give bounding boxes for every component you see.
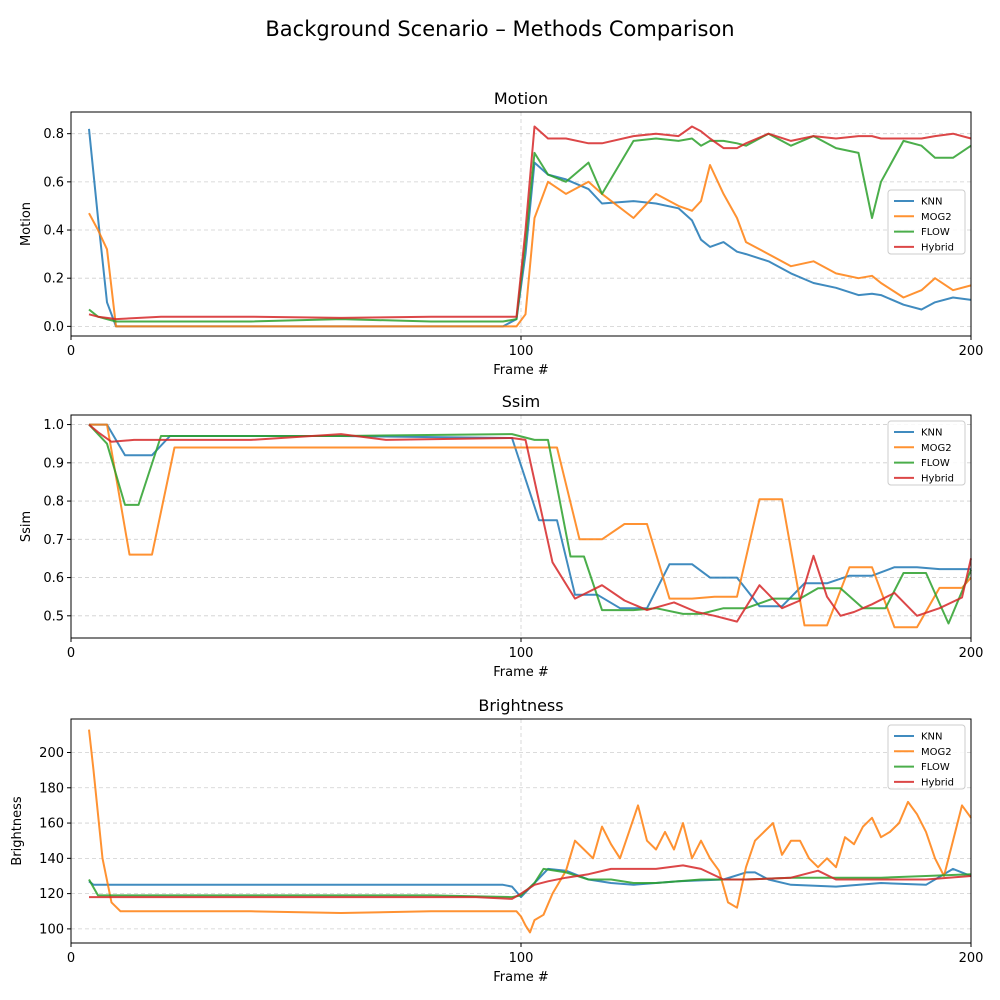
series-line-mog2: [88, 729, 972, 934]
series-line-flow: [88, 132, 972, 323]
legend-label-knn: KNN: [921, 732, 943, 743]
x-tick-label: 200: [959, 344, 984, 359]
x-tick-label: 0: [67, 951, 75, 966]
y-tick-label: 0.8: [43, 127, 64, 142]
legend-label-knn: KNN: [921, 197, 943, 208]
series-line-flow: [88, 867, 972, 899]
legend-label-flow: FLOW: [921, 227, 950, 238]
y-tick-label: 100: [39, 922, 64, 937]
series-line-knn: [89, 423, 971, 610]
legend-label-flow: FLOW: [921, 762, 950, 773]
y-axis-label: Ssim: [19, 511, 34, 542]
y-tick-label: 140: [39, 852, 64, 867]
y-axis-label: Motion: [19, 202, 34, 246]
legend-label-hybrid: Hybrid: [921, 777, 954, 788]
x-axis-label: Frame #: [493, 363, 549, 378]
x-tick-label: 100: [509, 646, 534, 661]
series-line-flow: [88, 423, 972, 625]
legend-label-mog2: MOG2: [921, 747, 952, 758]
x-tick-label: 200: [959, 646, 984, 661]
legend-label-mog2: MOG2: [921, 443, 952, 454]
y-tick-label: 0.6: [43, 175, 64, 190]
x-tick-label: 100: [509, 344, 534, 359]
y-tick-label: 180: [39, 781, 64, 796]
legend-label-flow: FLOW: [921, 458, 950, 469]
y-tick-label: 1.0: [43, 418, 64, 433]
chart-panel-brightness: 0 100 200100120140160180200BrightnessFrame…: [10, 696, 983, 985]
legend-label-mog2: MOG2: [921, 212, 952, 223]
legend-label-knn: KNN: [921, 428, 943, 439]
y-tick-label: 0.5: [43, 609, 64, 624]
y-tick-label: 120: [39, 887, 64, 902]
x-axis-label: Frame #: [493, 970, 549, 985]
legend-label-hybrid: Hybrid: [921, 242, 954, 253]
y-tick-label: 0.8: [43, 495, 64, 510]
legend-box: [887, 189, 966, 255]
legend-label-hybrid: Hybrid: [921, 473, 954, 484]
legend-box: [887, 420, 966, 486]
y-tick-label: 0.9: [43, 456, 64, 471]
y-tick-label: 0.7: [43, 533, 64, 548]
legend: KNN MOG2 FLOW Hybrid: [887, 724, 966, 790]
y-tick-label: 0.2: [43, 272, 64, 287]
series-line-knn: [88, 867, 972, 899]
series-line-mog2: [88, 164, 972, 328]
panel-title: Motion: [494, 89, 548, 108]
series-line-mog2: [89, 423, 972, 629]
series-line-knn: [88, 128, 972, 328]
panel-title: Brightness: [478, 696, 563, 715]
legend-box: [887, 724, 966, 790]
x-tick-label: 0: [67, 344, 75, 359]
x-tick-label: 0: [67, 646, 75, 661]
chart-panel-ssim: 0 100 200 0.5 0.6 0.7 0.8 0.9 1.0 Ssim Frame # Ssim…: [19, 392, 983, 680]
y-tick-label: 0.4: [43, 224, 64, 239]
figure-title: Background Scenario – Methods Comparison: [265, 17, 734, 41]
series-line-hybrid: [89, 864, 972, 900]
x-axis-label: Frame #: [493, 665, 549, 680]
y-tick-label: 200: [39, 746, 64, 761]
series-line-hybrid: [88, 125, 972, 321]
y-tick-label: 0.6: [43, 571, 64, 586]
panel-title: Ssim: [502, 392, 541, 411]
y-axis-label: Brightness: [10, 796, 25, 865]
legend: KNN MOG2 FLOW Hybrid: [887, 420, 966, 486]
series-line-hybrid: [88, 423, 972, 623]
y-tick-label: 0.0: [43, 320, 64, 335]
chart-panel-motion: 0 100 200 0.0 0.2 0.4 0.6 0.8 Motion Frame # Motio…: [19, 89, 983, 378]
x-tick-label: 200: [959, 951, 984, 966]
y-tick-label: 160: [39, 817, 64, 832]
x-tick-label: 100: [509, 951, 534, 966]
legend: KNN MOG2 FLOW Hybrid: [887, 189, 966, 255]
